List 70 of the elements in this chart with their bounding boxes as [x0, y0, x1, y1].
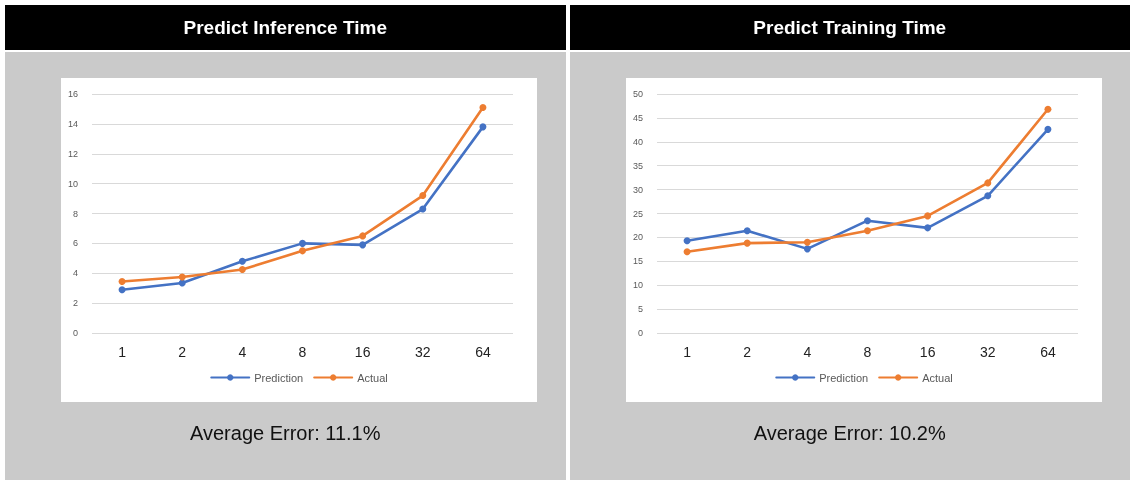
point: [983, 192, 991, 200]
x-tick-label: 16: [919, 344, 936, 360]
point: [419, 192, 427, 200]
legend-label: Actual: [921, 371, 953, 384]
y-tick-label: 16: [67, 89, 78, 99]
x-tick-label: 1: [118, 344, 127, 360]
point: [803, 245, 811, 253]
point: [479, 103, 487, 111]
y-tick-label: 30: [632, 184, 643, 195]
point: [178, 273, 186, 281]
point: [743, 239, 751, 247]
point: [419, 205, 427, 213]
legend-label: Actual: [357, 371, 388, 384]
y-tick-label: 20: [632, 232, 643, 243]
point: [299, 239, 306, 247]
point: [299, 247, 306, 255]
x-tick-label: 16: [354, 344, 371, 360]
x-tick-label: 4: [238, 344, 247, 360]
point: [118, 286, 126, 294]
point: [359, 241, 367, 249]
text: Average Error: 10.2%: [752, 422, 947, 445]
y-tick-label: 5: [637, 304, 643, 315]
x-tick-label: 4: [802, 344, 811, 360]
x-tick-label: 8: [863, 344, 872, 360]
y-tick-label: 15: [632, 256, 643, 267]
point: [118, 277, 126, 285]
legend-label: Prediction: [818, 371, 868, 384]
point: [863, 217, 871, 225]
y-tick-label: 8: [72, 208, 78, 219]
point: [178, 279, 186, 287]
point: [238, 257, 246, 265]
y-tick-label: 4: [72, 268, 78, 279]
y-tick-label: 40: [632, 136, 643, 147]
y-tick-label: 2: [72, 298, 78, 309]
point: [803, 238, 811, 246]
point: [359, 232, 367, 240]
y-tick-label: 10: [632, 280, 643, 291]
point: [923, 224, 931, 232]
x-tick-label: 2: [742, 344, 751, 360]
point: [983, 179, 991, 187]
y-tick-label: 6: [72, 238, 78, 249]
y-tick-label: 14: [67, 118, 78, 129]
chart-title: Predict Inference Time: [5, 5, 566, 50]
y-tick-label: 0: [72, 328, 78, 338]
point: [238, 266, 246, 274]
y-tick-label: 0: [637, 328, 643, 338]
y-tick-label: 12: [67, 148, 78, 159]
point: [683, 237, 691, 245]
x-tick-label: 32: [979, 344, 996, 360]
y-tick-label: 10: [67, 178, 78, 189]
point: [1043, 125, 1051, 133]
x-tick-label: 64: [1039, 344, 1056, 360]
x-tick-label: 1: [682, 344, 691, 360]
x-tick-label: 2: [178, 344, 187, 360]
y-tick-label: 50: [632, 89, 643, 99]
point: [863, 227, 871, 235]
point: [683, 248, 691, 256]
point: [743, 227, 751, 235]
text: Average Error: 11.1%: [189, 422, 382, 445]
x-tick-label: 8: [298, 344, 307, 360]
y-tick-label: 45: [632, 112, 643, 123]
point: [923, 212, 931, 220]
x-tick-label: 32: [415, 344, 431, 360]
legend-label: Prediction: [254, 371, 304, 384]
chart-title: Predict Training Time: [569, 5, 1130, 50]
y-tick-label: 35: [632, 160, 643, 171]
y-tick-label: 25: [632, 208, 643, 219]
point: [479, 123, 487, 131]
point: [1043, 105, 1051, 113]
x-tick-label: 64: [475, 344, 491, 360]
